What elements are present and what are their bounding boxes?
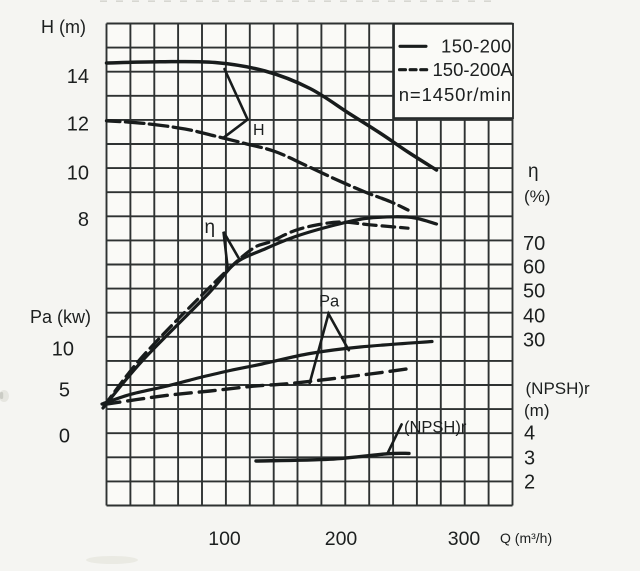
svg-text:3: 3 [524, 447, 535, 469]
svg-text:30: 30 [523, 329, 545, 351]
svg-text:n=1450r/min: n=1450r/min [399, 84, 512, 105]
svg-text:60: 60 [523, 257, 545, 279]
svg-text:Pa: Pa [319, 293, 340, 311]
svg-text:12: 12 [67, 114, 89, 136]
svg-text:5: 5 [59, 379, 70, 401]
svg-text:(NPSH)r: (NPSH)r [404, 419, 467, 437]
svg-text:Q (m³/h): Q (m³/h) [500, 530, 552, 546]
svg-text:200: 200 [325, 528, 358, 550]
svg-text:50: 50 [523, 281, 545, 303]
svg-text:70: 70 [523, 233, 545, 255]
svg-text:(%): (%) [524, 187, 550, 206]
svg-text:10: 10 [52, 338, 74, 360]
svg-text:150-200A: 150-200A [433, 59, 514, 80]
svg-text:100: 100 [208, 528, 241, 550]
svg-text:H: H [253, 122, 265, 139]
svg-text:Pa (kw): Pa (kw) [30, 307, 91, 327]
svg-text:10: 10 [67, 163, 89, 185]
svg-text:H (m): H (m) [41, 17, 86, 37]
svg-text:(m): (m) [524, 401, 549, 420]
svg-text:η: η [205, 217, 216, 238]
svg-text:0: 0 [59, 426, 70, 448]
svg-text:300: 300 [448, 528, 481, 550]
svg-text:150-200: 150-200 [441, 36, 512, 57]
svg-text:(NPSH)r: (NPSH)r [526, 379, 591, 398]
svg-text:2: 2 [524, 471, 535, 493]
svg-text:14: 14 [67, 66, 89, 88]
svg-text:4: 4 [524, 422, 535, 444]
svg-text:η: η [528, 161, 539, 182]
svg-text:40: 40 [523, 306, 545, 328]
svg-text:8: 8 [78, 209, 89, 231]
